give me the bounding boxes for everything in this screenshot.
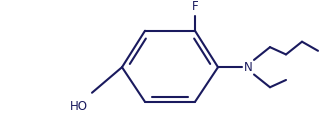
Text: N: N <box>244 61 252 74</box>
Text: HO: HO <box>70 100 88 113</box>
Text: F: F <box>192 0 198 13</box>
